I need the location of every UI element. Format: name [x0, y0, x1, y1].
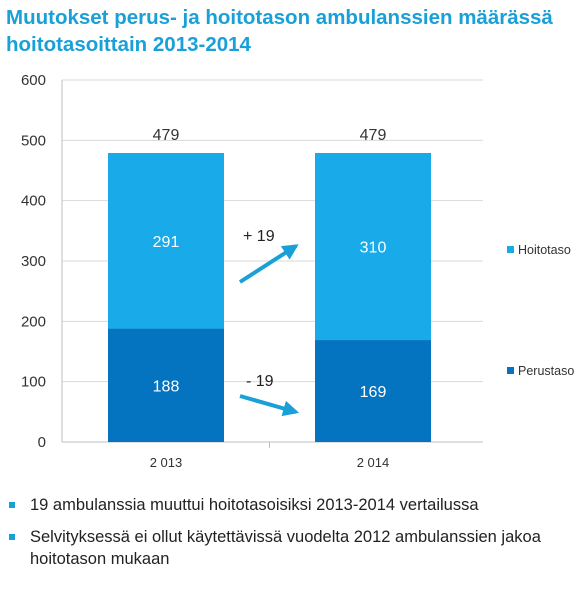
- notes-list: 19 ambulanssia muuttui hoitotasoisiksi 2…: [8, 494, 583, 580]
- note-item: Selvityksessä ei ollut käytettävissä vuo…: [8, 526, 583, 570]
- change-annotation-label: - 19: [246, 373, 274, 390]
- chart-title-line-2: hoitotasoittain 2013-2014: [6, 33, 251, 56]
- bullet-icon: [9, 534, 15, 540]
- bar-value-label: 310: [360, 240, 387, 257]
- legend-label-perustaso: Perustaso: [518, 364, 574, 378]
- change-arrow-up: [238, 244, 299, 284]
- y-tick-label: 300: [21, 253, 46, 270]
- bar-value-label: 291: [153, 234, 180, 251]
- chart-title-line-1: Muutokset perus- ja hoitotason ambulanss…: [6, 6, 553, 29]
- change-annotation-label: + 19: [243, 228, 275, 245]
- legend-swatch-perustaso: [507, 367, 514, 374]
- y-tick-label: 100: [21, 374, 46, 391]
- x-tick-label: 2 014: [357, 455, 390, 470]
- stacked-bar-chart: 0 100 200 300 400 500 600 188 291 479 2 013 169 310 4…: [21, 72, 574, 470]
- bar-segment-hoitotaso: [315, 153, 431, 341]
- bar-segment-perustaso: [315, 340, 431, 442]
- bar-total-label: 479: [153, 127, 180, 144]
- y-tick-label: 400: [21, 193, 46, 210]
- x-tick-label: 2 013: [150, 455, 183, 470]
- bar-value-label: 169: [360, 384, 387, 401]
- chart-title: Muutokset perus- ja hoitotason ambulanss…: [6, 4, 582, 58]
- y-tick-label: 600: [21, 72, 46, 89]
- note-text: Selvityksessä ei ollut käytettävissä vuo…: [30, 528, 541, 568]
- y-tick-label: 200: [21, 313, 46, 330]
- legend-swatch-hoitotaso: [507, 246, 514, 253]
- bar-segment-hoitotaso: [108, 153, 224, 329]
- note-item: 19 ambulanssia muuttui hoitotasoisiksi 2…: [8, 494, 583, 516]
- y-tick-label: 0: [38, 434, 46, 451]
- bullet-icon: [9, 502, 15, 508]
- y-tick-label: 500: [21, 132, 46, 149]
- note-text: 19 ambulanssia muuttui hoitotasoisiksi 2…: [30, 496, 479, 514]
- change-arrow-down: [239, 394, 300, 417]
- bar-value-label: 188: [153, 378, 180, 395]
- bar-total-label: 479: [360, 127, 387, 144]
- legend-label-hoitotaso: Hoitotaso: [518, 243, 571, 257]
- bar-segment-perustaso: [108, 328, 224, 442]
